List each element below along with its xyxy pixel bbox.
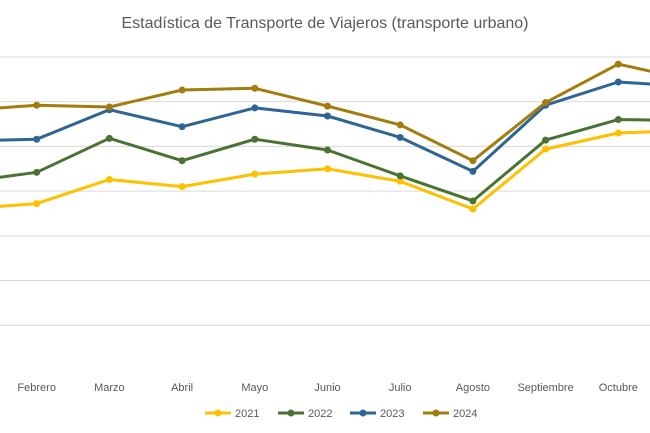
data-point-2024-Septiembre: [542, 99, 550, 107]
x-tick-label: Agosto: [456, 382, 490, 394]
data-point-2021-Octubre: [614, 129, 622, 137]
data-point-2024-Julio: [396, 121, 404, 129]
data-point-2022-Junio: [324, 146, 331, 154]
legend-label: 2021: [235, 408, 259, 420]
data-point-2024-Abril: [178, 86, 186, 94]
data-point-2021-Abril: [178, 183, 186, 191]
legend: 2021 2022 2023 2024: [205, 408, 477, 420]
data-point-2022-Febrero: [33, 168, 41, 176]
series-2021: [0, 129, 650, 213]
data-point-2021-Mayo: [251, 170, 259, 178]
x-tick-label: Octubre: [599, 382, 638, 394]
data-point-2024-Agosto: [469, 157, 477, 165]
series-2023: [0, 78, 650, 175]
data-point-2024-Octubre: [614, 60, 622, 68]
data-point-2023-Junio: [324, 112, 331, 120]
data-point-2024-Junio: [324, 102, 331, 110]
data-point-2021-Marzo: [105, 175, 113, 183]
data-point-2023-Julio: [396, 133, 404, 141]
data-point-2024-Marzo: [105, 103, 113, 111]
legend-label: 2023: [380, 408, 404, 420]
data-point-2024-Mayo: [251, 84, 259, 92]
data-point-2023-Agosto: [469, 167, 477, 175]
legend-item-2024: 2024: [423, 408, 477, 420]
legend-item-2023: 2023: [350, 408, 404, 420]
data-point-2023-Febrero: [33, 135, 41, 143]
x-axis-tick-labels: Febrero Marzo Abril Mayo Junio Julio Agosto Sep…: [17, 382, 637, 394]
data-point-2023-Octubre: [614, 78, 622, 86]
x-tick-label: Septiembre: [517, 382, 573, 394]
series-line-2023: [0, 80, 650, 173]
legend-marker: [287, 409, 295, 417]
gridlines: [0, 56, 650, 326]
data-point-2022-Julio: [396, 172, 404, 180]
legend-marker: [432, 409, 440, 417]
data-point-2021-Febrero: [33, 200, 41, 208]
legend-label: 2024: [453, 408, 477, 420]
x-tick-label: Junio: [314, 382, 340, 394]
x-tick-label: Febrero: [17, 382, 56, 394]
legend-item-2022: 2022: [278, 408, 332, 420]
data-point-2021-Julio: [396, 177, 404, 185]
chart-title: Estadística de Transporte de Viajeros (t…: [121, 15, 528, 32]
legend-item-2021: 2021: [205, 408, 259, 420]
data-point-2022-Octubre: [614, 116, 622, 124]
data-point-2023-Mayo: [251, 104, 259, 112]
data-point-2021-Junio: [324, 165, 331, 173]
data-point-2022-Abril: [178, 157, 186, 165]
data-point-2023-Abril: [178, 123, 186, 131]
legend-marker: [359, 409, 367, 417]
data-point-2022-Mayo: [251, 135, 259, 143]
series-line-2022: [0, 118, 650, 203]
data-point-2022-Septiembre: [542, 136, 550, 144]
data-point-2022-Marzo: [105, 134, 113, 142]
data-point-2021-Agosto: [469, 205, 477, 213]
x-tick-label: Abril: [171, 382, 193, 394]
x-tick-label: Mayo: [241, 382, 268, 394]
series-2022: [0, 116, 650, 205]
data-point-2021-Septiembre: [542, 145, 550, 153]
series-2024: [0, 60, 650, 165]
data-point-2024-Febrero: [33, 101, 41, 109]
data-point-2022-Agosto: [469, 197, 477, 205]
legend-marker: [214, 409, 222, 417]
x-tick-label: Marzo: [94, 382, 125, 394]
x-tick-label: Julio: [389, 382, 412, 394]
series-group: [0, 60, 650, 213]
legend-label: 2022: [308, 408, 332, 420]
